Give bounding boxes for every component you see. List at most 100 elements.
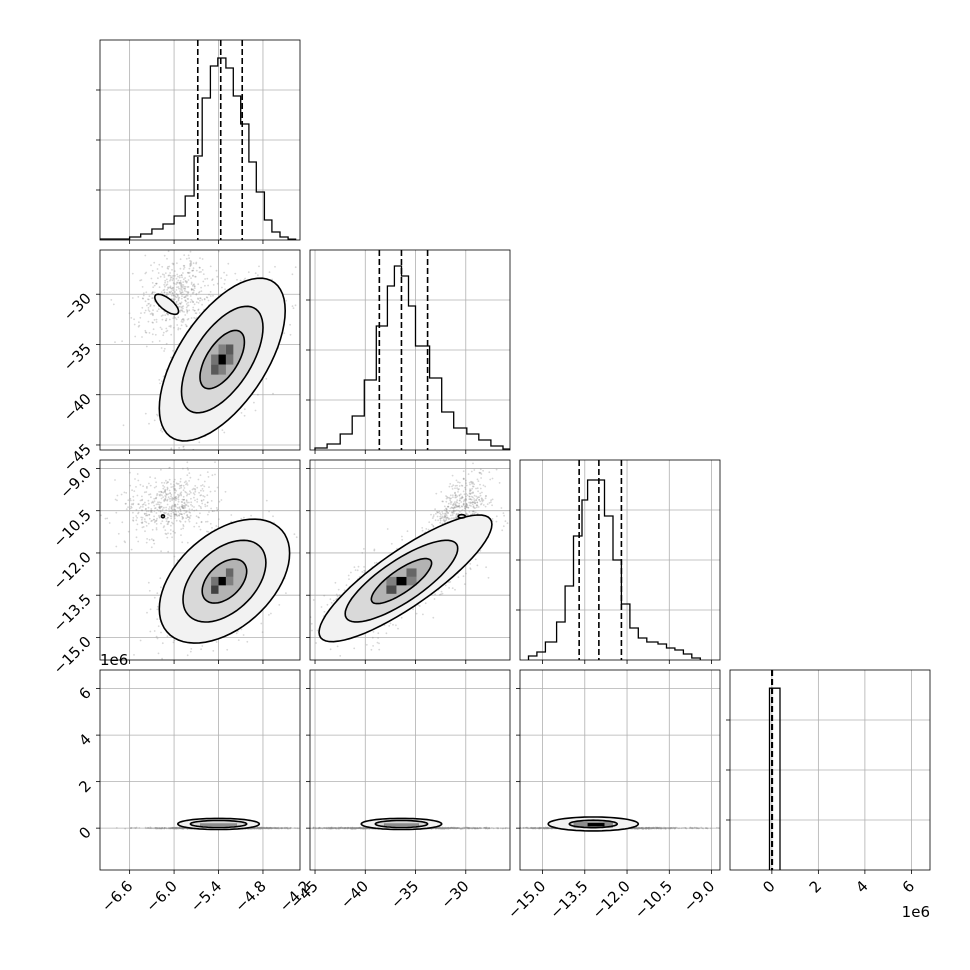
scatter-point [253,401,255,404]
scatter-point [172,641,175,644]
scatter-point [186,514,189,516]
scatter-point [200,484,203,487]
scatter-point [192,301,194,304]
scatter-point [148,589,151,592]
scatter-point [171,262,174,265]
scatter-point [186,447,188,449]
scatter-point [206,520,209,523]
scatter-point [163,500,166,503]
scatter-point [177,495,180,498]
scatter-point [150,511,153,513]
scatter-point [151,333,154,336]
scatter-point [141,495,143,498]
scatter-point [188,267,191,270]
scatter-point [235,632,238,635]
scatter-point [240,628,243,631]
panel-frame [309,249,511,451]
scatter-point [144,272,147,275]
scatter-point [189,264,192,267]
scatter-point [178,447,181,449]
scatter-point [142,292,145,295]
scatter-point [148,310,151,313]
scatter-point [179,480,182,483]
scatter-point [175,293,178,295]
scatter-point [155,503,158,506]
scatter-point [139,499,142,502]
scatter-point [170,287,173,290]
scatter-point [192,269,195,272]
scatter-point [184,314,187,316]
scatter-point [169,276,172,279]
contour-line [153,293,180,316]
scatter-point [243,516,245,519]
scatter-point [212,284,215,286]
scatter-point [153,486,156,489]
scatter-point [125,508,128,510]
scatter-point [155,520,158,522]
scatter-point [163,274,166,276]
scatter-point [165,509,168,512]
scatter-point [168,514,171,516]
scatter-point [180,528,183,530]
scatter-point [230,514,233,516]
scatter-point [192,306,195,309]
scatter-point [143,512,146,515]
contour-line [180,305,264,414]
scatter-point [205,520,207,523]
scatter-point [172,299,175,302]
scatter-point [209,265,212,268]
scatter-point [211,474,214,477]
scatter-point [198,312,201,314]
scatter-point [186,280,188,283]
scatter-point [114,479,116,481]
scatter-point [185,511,187,514]
scatter-point [187,286,190,288]
scatter-point [204,284,206,287]
scatter-point [136,494,139,497]
scatter-point [139,279,142,282]
scatter-point [187,298,190,300]
scatter-point [170,333,173,336]
scatter-point [201,488,204,490]
scatter-point [182,495,185,498]
scatter-point [227,262,230,265]
scatter-point [173,315,176,318]
scatter-point [178,487,181,490]
scatter-point [181,276,184,279]
scatter-point [164,488,167,491]
scatter-point [166,486,169,489]
scatter-point [173,555,176,558]
scatter-point [247,271,250,274]
scatter-point [151,282,154,284]
scatter-point [173,326,175,329]
scatter-point [146,611,148,614]
scatter-point [166,635,169,638]
scatter-point [180,484,183,487]
scatter-point [184,288,187,290]
scatter-point [165,294,168,297]
histogram-bin [272,232,280,240]
scatter-point [215,269,218,272]
scatter-point [156,493,159,495]
scatter-point [179,305,181,308]
scatter-point [148,513,150,516]
scatter-point [161,657,164,660]
scatter-point [182,287,185,290]
scatter-point [155,282,158,285]
scatter-point [181,305,184,308]
scatter-point [139,639,142,642]
scatter-point [154,507,157,509]
histogram-panel-0 [100,40,300,240]
scatter-point [156,637,159,640]
scatter-point [171,509,174,511]
scatter-point [207,299,210,302]
scatter-point [197,308,200,311]
scatter-point [197,302,200,304]
scatter-point [171,286,174,289]
scatter-point [114,341,116,343]
scatter-point [151,321,154,324]
scatter-point [166,499,169,502]
scatter-point [254,272,257,275]
scatter-point [187,317,190,320]
histogram-bin [430,378,442,450]
